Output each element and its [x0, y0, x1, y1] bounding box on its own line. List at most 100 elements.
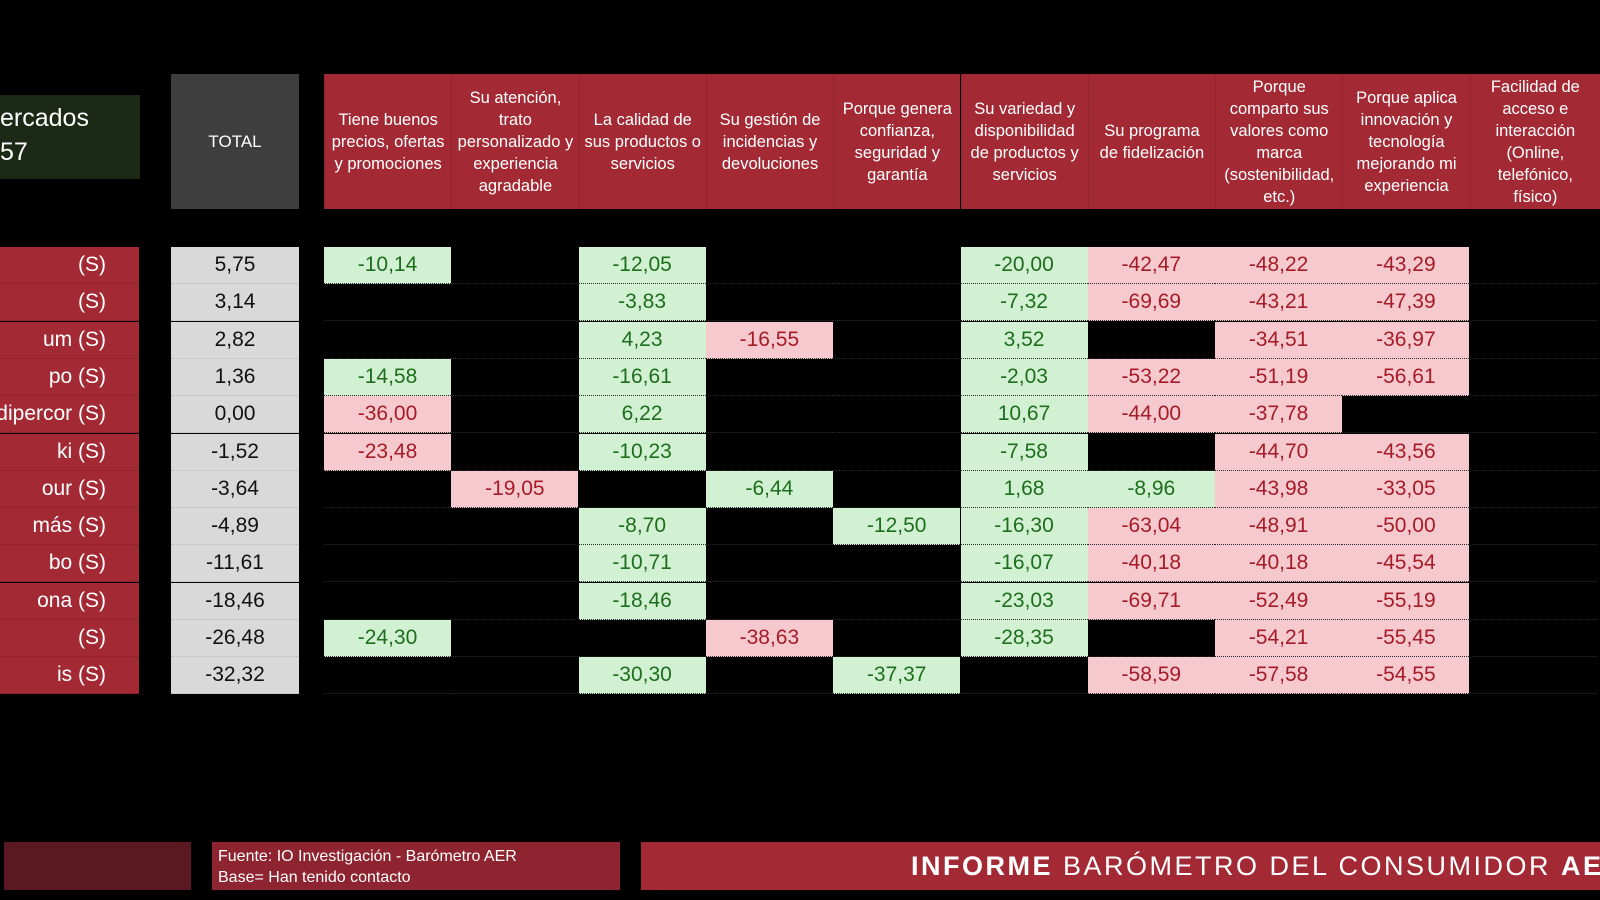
table-cell — [1469, 284, 1597, 322]
table-cell: -69,71 — [1087, 582, 1215, 620]
table-cell: -36,97 — [1342, 321, 1470, 359]
table-cell: -16,30 — [960, 508, 1088, 546]
table-cell: -56,61 — [1342, 358, 1470, 396]
table-cell — [1469, 322, 1597, 359]
column-header: Su variedad y disponibilidad de producto… — [960, 74, 1088, 209]
table-cell: -52,49 — [1215, 582, 1343, 620]
footer-source: Fuente: IO Investigación - Barómetro AER… — [212, 842, 620, 890]
table-cell: -43,56 — [1342, 433, 1470, 471]
table-cell: 4,23 — [578, 321, 706, 359]
table-cell — [833, 359, 961, 396]
row-label: ona (S) — [0, 582, 139, 620]
table-cell: -10,23 — [578, 433, 706, 471]
table-cell: -18,46 — [578, 582, 706, 620]
table-cell: -19,05 — [451, 470, 579, 508]
table-cell — [451, 620, 579, 657]
table-cell — [705, 359, 833, 396]
table-cell: -44,00 — [1087, 396, 1215, 434]
table-cell: -10,71 — [578, 545, 706, 583]
table-cell: -55,45 — [1342, 620, 1470, 657]
table-cell — [833, 471, 961, 508]
footer-dark-block — [4, 842, 191, 890]
table-cell: -8,96 — [1087, 470, 1215, 508]
table-cell: -54,21 — [1215, 620, 1343, 657]
total-cell: -26,48 — [171, 620, 299, 657]
table-cell: -43,98 — [1215, 470, 1343, 508]
section-title-line2: 57 — [0, 138, 28, 166]
column-header: Su gestión de incidencias y devoluciones — [705, 74, 834, 209]
table-cell — [324, 471, 451, 508]
table-cell: -7,58 — [960, 433, 1088, 471]
row-label: our (S) — [0, 470, 139, 508]
table-cell — [960, 657, 1088, 695]
table-cell — [1469, 620, 1597, 657]
column-header: Porque aplica innovación y tecnología me… — [1342, 74, 1470, 209]
table-cell: -20,00 — [960, 247, 1088, 284]
table-cell: 3,52 — [960, 321, 1088, 359]
brand-text: BARÓMETRO DEL CONSUMIDOR — [1063, 850, 1552, 881]
row-label: bo (S) — [0, 545, 139, 583]
brand-bold: INFORME — [911, 850, 1053, 881]
total-cell: -1,52 — [171, 433, 299, 471]
table-cell — [1469, 247, 1597, 284]
column-header: Su programa de fidelización — [1087, 74, 1216, 209]
table-cell — [451, 583, 579, 620]
table-cell: -2,03 — [960, 358, 1088, 396]
table-cell: -69,69 — [1087, 284, 1215, 322]
table-cell — [324, 322, 451, 359]
table-cell: -63,04 — [1087, 508, 1215, 546]
table-cell — [705, 434, 833, 471]
table-cell — [451, 359, 579, 396]
table-cell — [705, 657, 833, 695]
column-header: Su atención, trato personalizado y exper… — [451, 74, 579, 209]
column-header: Porque genera confianza, seguridad y gar… — [833, 74, 961, 209]
total-cell: 3,14 — [171, 284, 299, 322]
table-cell — [324, 583, 451, 620]
table-cell — [833, 583, 961, 620]
table-cell — [451, 657, 579, 695]
table-cell: -54,55 — [1342, 657, 1470, 695]
table-cell: -45,54 — [1342, 545, 1470, 583]
table-cell — [1469, 657, 1597, 695]
table-cell — [1469, 471, 1597, 508]
row-label: dipercor (S) — [0, 396, 139, 434]
table-cell — [578, 620, 706, 657]
table-cell — [578, 471, 706, 508]
table-cell: -48,22 — [1215, 247, 1343, 284]
row-label: po (S) — [0, 358, 139, 396]
table-cell: -48,91 — [1215, 508, 1343, 546]
table-cell — [1087, 434, 1215, 471]
table-cell — [451, 284, 579, 322]
table-cell — [1087, 620, 1215, 657]
table-cell — [833, 545, 961, 583]
table-cell — [705, 583, 833, 620]
table-cell — [833, 284, 961, 322]
table-cell — [1469, 583, 1597, 620]
table-cell: -33,05 — [1342, 470, 1470, 508]
table-cell — [324, 284, 451, 322]
section-title-line1: ercados — [0, 104, 89, 132]
table-cell: -34,51 — [1215, 321, 1343, 359]
table-cell — [1469, 396, 1597, 434]
column-header: La calidad de sus productos o servicios — [578, 74, 706, 209]
row-label: (S) — [0, 284, 139, 322]
table-cell: -38,63 — [705, 620, 833, 657]
table-cell: -40,18 — [1215, 545, 1343, 583]
table-cell: -6,44 — [705, 470, 833, 508]
table-cell — [833, 434, 961, 471]
table-cell — [833, 620, 961, 657]
table-cell: -10,14 — [324, 247, 451, 284]
table-cell — [1087, 322, 1215, 359]
total-column-header: TOTAL — [171, 74, 299, 209]
table-cell: -42,47 — [1087, 247, 1215, 284]
row-label: ki (S) — [0, 433, 139, 471]
table-cell — [451, 508, 579, 546]
brand-bold-end: AER — [1561, 850, 1600, 881]
total-cell: 1,36 — [171, 358, 299, 396]
table-cell — [1469, 508, 1597, 546]
table-cell: -16,07 — [960, 545, 1088, 583]
table-cell — [833, 322, 961, 359]
table-cell — [705, 247, 833, 284]
table-cell: -23,03 — [960, 582, 1088, 620]
table-cell: -55,19 — [1342, 582, 1470, 620]
